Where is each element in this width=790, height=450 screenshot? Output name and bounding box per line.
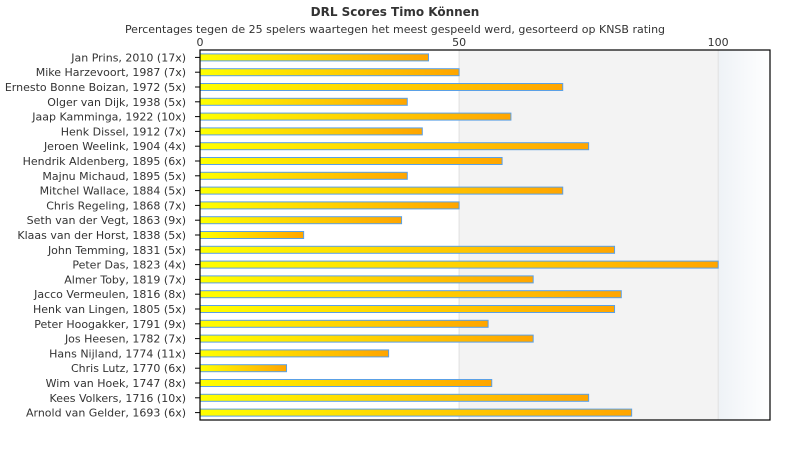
bar bbox=[199, 305, 616, 313]
bar bbox=[199, 393, 590, 402]
bar bbox=[199, 408, 633, 417]
category-label: Ernesto Bonne Boizan, 1972 (5x) bbox=[5, 81, 186, 94]
x-tick-label: 0 bbox=[197, 36, 204, 49]
category-label: Majnu Michaud, 1895 (5x) bbox=[42, 170, 186, 183]
category-label: Jacco Vermeulen, 1816 (8x) bbox=[33, 288, 186, 301]
bar bbox=[199, 231, 305, 239]
category-label: Mike Harzevoort, 1987 (7x) bbox=[36, 66, 186, 79]
bar bbox=[199, 97, 408, 106]
plot-border bbox=[199, 49, 771, 421]
bar bbox=[199, 83, 564, 91]
x-tick-label: 100 bbox=[708, 36, 729, 49]
bar bbox=[199, 216, 403, 225]
category-label: Jeroen Weelink, 1904 (4x) bbox=[43, 140, 186, 153]
category-label: Wim van Hoek, 1747 (8x) bbox=[46, 377, 186, 390]
category-label: Chris Regeling, 1868 (7x) bbox=[46, 199, 186, 212]
category-label: Chris Lutz, 1770 (6x) bbox=[71, 362, 186, 375]
category-label: Seth van der Vegt, 1863 (9x) bbox=[27, 214, 186, 227]
bar bbox=[199, 171, 408, 180]
bar bbox=[199, 201, 460, 210]
category-label: Peter Hoogakker, 1791 (9x) bbox=[34, 318, 186, 331]
category-label: Arnold van Gelder, 1693 (6x) bbox=[26, 407, 186, 420]
category-label: Jaap Kamminga, 1922 (10x) bbox=[31, 111, 186, 124]
chart-subtitle: Percentages tegen de 25 spelers waartege… bbox=[125, 23, 665, 36]
category-label: Klaas van der Horst, 1838 (5x) bbox=[17, 229, 186, 242]
bar bbox=[199, 349, 390, 358]
category-label: Henk Dissel, 1912 (7x) bbox=[61, 125, 186, 138]
category-label: Jan Prins, 2010 (17x) bbox=[70, 51, 186, 64]
chart-title: DRL Scores Timo Können bbox=[311, 5, 480, 19]
category-label: Henk van Lingen, 1805 (5x) bbox=[33, 303, 186, 316]
x-tick-label: 50 bbox=[452, 36, 466, 49]
bar bbox=[199, 53, 430, 62]
bar bbox=[199, 186, 564, 195]
bar bbox=[199, 127, 423, 136]
category-label: Almer Toby, 1819 (7x) bbox=[64, 273, 186, 286]
bar bbox=[199, 245, 616, 254]
bar bbox=[199, 157, 503, 165]
bar bbox=[199, 364, 288, 373]
plot-band bbox=[459, 50, 719, 420]
bar bbox=[199, 275, 534, 284]
category-label: Olger van Dijk, 1938 (5x) bbox=[47, 96, 186, 109]
category-label: John Temming, 1831 (5x) bbox=[47, 244, 186, 257]
category-label: Hendrik Aldenberg, 1895 (6x) bbox=[23, 155, 186, 168]
plot-band bbox=[718, 50, 770, 420]
category-label: Mitchel Wallace, 1884 (5x) bbox=[40, 185, 186, 198]
bar bbox=[199, 142, 590, 151]
category-label: Jos Heesen, 1782 (7x) bbox=[64, 333, 186, 346]
bar bbox=[199, 334, 534, 343]
bar bbox=[199, 379, 493, 387]
bar bbox=[199, 290, 622, 299]
bar bbox=[199, 319, 489, 328]
category-label: Hans Nijland, 1774 (11x) bbox=[49, 347, 186, 360]
category-label: Kees Volkers, 1716 (10x) bbox=[50, 392, 186, 405]
bar bbox=[199, 112, 512, 121]
bar bbox=[199, 68, 460, 77]
category-label: Peter Das, 1823 (4x) bbox=[72, 259, 186, 272]
bar bbox=[199, 260, 719, 269]
